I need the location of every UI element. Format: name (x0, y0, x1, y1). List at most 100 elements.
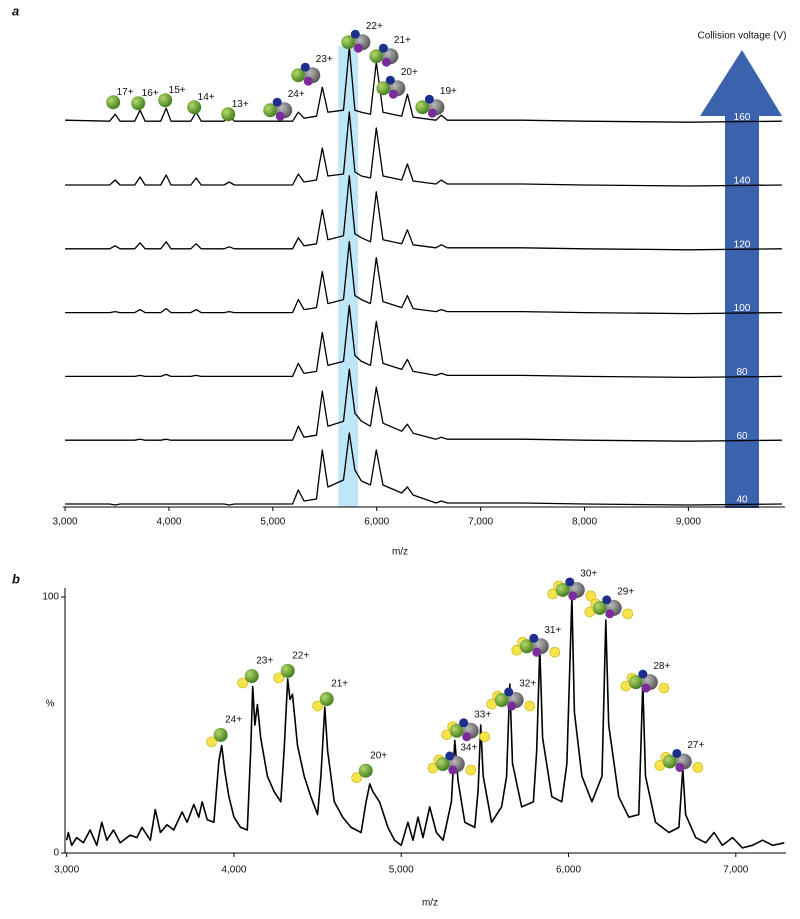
subunit-icon (459, 718, 469, 728)
subunit-icon (358, 763, 373, 778)
subunit-icon (280, 663, 295, 678)
subunit-icon (415, 100, 430, 115)
spectrum-line (65, 432, 782, 506)
voltage-arrow (700, 50, 782, 508)
charge-label: 32+ (519, 679, 536, 690)
subunit-icon (641, 683, 651, 693)
charge-label: 28+ (653, 661, 670, 672)
legend-label: 40 (736, 495, 748, 506)
subunit-icon (187, 100, 202, 115)
subunit-icon (592, 600, 607, 615)
subunit-icon (353, 43, 363, 53)
x-tick-label: 4,000 (221, 865, 246, 876)
ligand-icon (524, 700, 536, 712)
y-tick-label: 100 (42, 592, 59, 603)
subunit-icon (449, 723, 464, 738)
ligand-icon (658, 682, 670, 694)
x-axis-label: m/z (422, 898, 438, 909)
ligand-icon (465, 764, 477, 776)
ligand-icon (622, 608, 634, 620)
subunit-icon (507, 701, 517, 711)
charge-label: 29+ (617, 587, 634, 598)
subunit-icon (672, 748, 682, 758)
charge-label: 24+ (288, 89, 305, 100)
subunit-icon (462, 732, 472, 742)
legend-title: Collision voltage (V) (698, 31, 787, 42)
x-tick-label: 7,000 (723, 865, 748, 876)
charge-label: 20+ (401, 67, 418, 78)
x-tick-label: 3,000 (54, 865, 79, 876)
legend-label: 60 (736, 431, 748, 442)
ligand-icon (312, 700, 323, 712)
charge-label: 22+ (292, 651, 309, 662)
subunit-icon (158, 93, 173, 108)
subunit-icon (424, 94, 434, 104)
subunit-icon (555, 582, 570, 597)
charge-label: 20+ (370, 750, 387, 761)
subunit-icon (341, 35, 356, 50)
spectrum-line (65, 368, 782, 442)
subunit-icon (378, 43, 388, 53)
charge-label: 14+ (198, 92, 215, 103)
subunit-icon (568, 591, 578, 601)
subunit-icon (504, 687, 514, 697)
charge-label: 27+ (687, 740, 704, 751)
subunit-icon (565, 577, 575, 587)
spectrum-line (65, 111, 782, 187)
spectrum-line (65, 596, 785, 849)
x-tick-label: 9,000 (676, 517, 701, 528)
panel-label: b (12, 571, 20, 586)
ligand-icon (692, 762, 704, 773)
subunit-icon (244, 669, 259, 683)
subunit-icon (675, 762, 685, 772)
ligand-icon (237, 677, 249, 689)
subunit-icon (275, 111, 285, 121)
x-tick-label: 4,000 (156, 517, 181, 528)
subunit-icon (272, 97, 282, 107)
subunit-icon (448, 765, 458, 775)
x-tick-label: 6,000 (364, 517, 389, 528)
x-tick-label: 5,000 (260, 517, 285, 528)
ligand-icon (585, 590, 597, 602)
highlight-band (338, 46, 359, 507)
subunit-icon (662, 754, 677, 769)
charge-label: 21+ (394, 35, 411, 46)
charge-label: 23+ (316, 54, 333, 65)
charge-label: 22+ (366, 21, 383, 32)
subunit-icon (602, 595, 612, 605)
subunit-icon (385, 75, 395, 85)
subunit-icon (427, 108, 437, 118)
subunit-icon (263, 103, 278, 118)
spectrum-line (65, 175, 782, 251)
subunit-icon (381, 57, 391, 67)
charge-label: 13+ (232, 99, 249, 110)
charge-label: 21+ (331, 679, 348, 690)
subunit-icon (376, 81, 391, 96)
subunit-icon (213, 727, 228, 742)
subunit-icon (350, 29, 360, 39)
subunit-icon (494, 693, 509, 708)
subunit-icon (106, 95, 121, 110)
charge-label: 24+ (225, 715, 242, 726)
ligand-icon (549, 646, 561, 658)
y-tick-label: 0 (53, 848, 59, 859)
spectrum-line (65, 240, 782, 315)
x-axis-label: m/z (392, 547, 408, 558)
subunit-icon (519, 639, 534, 654)
charge-label: 23+ (256, 656, 273, 667)
charge-label: 16+ (142, 88, 159, 99)
subunit-icon (445, 751, 455, 761)
subunit-icon (605, 609, 615, 619)
charge-label: 34+ (460, 743, 477, 754)
subunit-icon (388, 89, 398, 99)
legend-label: 160 (734, 112, 751, 123)
x-tick-label: 3,000 (53, 517, 78, 528)
subunit-icon (131, 96, 146, 111)
charge-label: 15+ (169, 85, 186, 96)
ligand-icon (273, 672, 285, 684)
charge-label: 30+ (580, 569, 597, 580)
x-tick-label: 6,000 (556, 865, 581, 876)
spectrum-line (65, 46, 782, 123)
subunit-icon (532, 647, 542, 657)
